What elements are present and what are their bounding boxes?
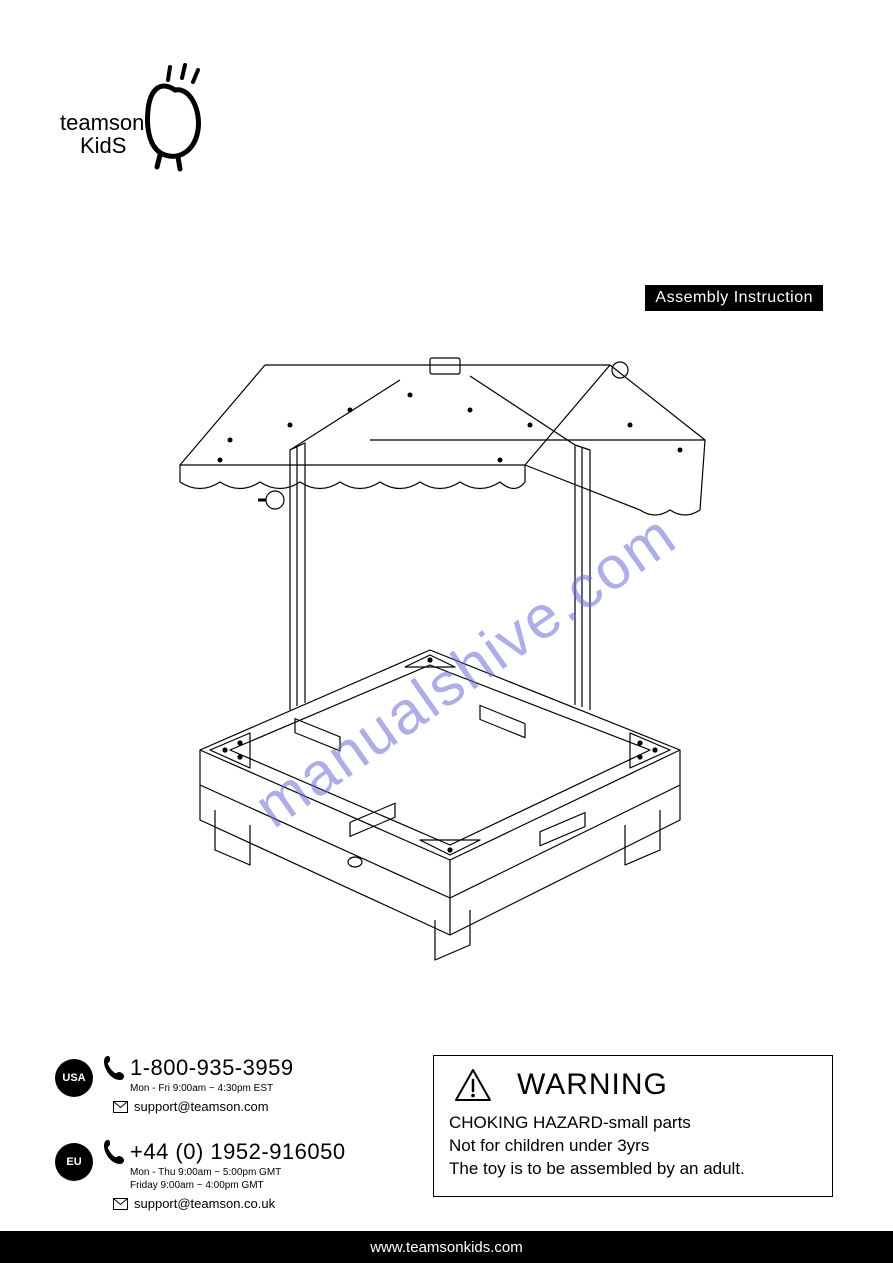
eu-hours-1: Mon - Thu 9:00am ~ 5:00pm GMT (130, 1166, 405, 1179)
warning-triangle-icon (454, 1068, 492, 1102)
contact-eu: EU +44 (0) 1952-916050 Mon - Thu 9:00am … (55, 1139, 405, 1211)
teamson-kids-logo-icon: teamson KidS (60, 55, 210, 175)
logo-text-line2: KidS (80, 133, 126, 158)
usa-phone: 1-800-935-3959 (130, 1055, 294, 1081)
usa-badge: USA (55, 1059, 93, 1097)
warning-title: WARNING (517, 1068, 668, 1102)
contact-usa: USA 1-800-935-3959 Mon - Fri 9:00am ~ 4:… (55, 1055, 405, 1114)
warning-line3: The toy is to be assembled by an adult. (449, 1158, 817, 1181)
warning-box: WARNING CHOKING HAZARD-small parts Not f… (433, 1055, 833, 1197)
usa-hours: Mon - Fri 9:00am ~ 4:30pm EST (130, 1082, 405, 1095)
phone-icon (103, 1055, 125, 1081)
warning-line1: CHOKING HAZARD-small parts (449, 1112, 817, 1135)
eu-hours-2: Friday 9:00am ~ 4:00pm GMT (130, 1179, 405, 1192)
logo-text-line1: teamson (60, 110, 144, 135)
usa-email: support@teamson.com (134, 1099, 269, 1114)
eu-email: support@teamson.co.uk (134, 1196, 275, 1211)
warning-line2: Not for children under 3yrs (449, 1135, 817, 1158)
footer-url: www.teamsonkids.com (370, 1239, 523, 1256)
brand-logo: teamson KidS (60, 55, 210, 175)
phone-icon (103, 1139, 125, 1165)
mail-icon (113, 1198, 128, 1210)
contact-section: USA 1-800-935-3959 Mon - Fri 9:00am ~ 4:… (55, 1055, 405, 1236)
mail-icon (113, 1101, 128, 1113)
eu-badge: EU (55, 1143, 93, 1181)
footer-bar: www.teamsonkids.com (0, 1231, 893, 1263)
eu-phone: +44 (0) 1952-916050 (130, 1139, 346, 1165)
product-diagram (120, 250, 760, 970)
